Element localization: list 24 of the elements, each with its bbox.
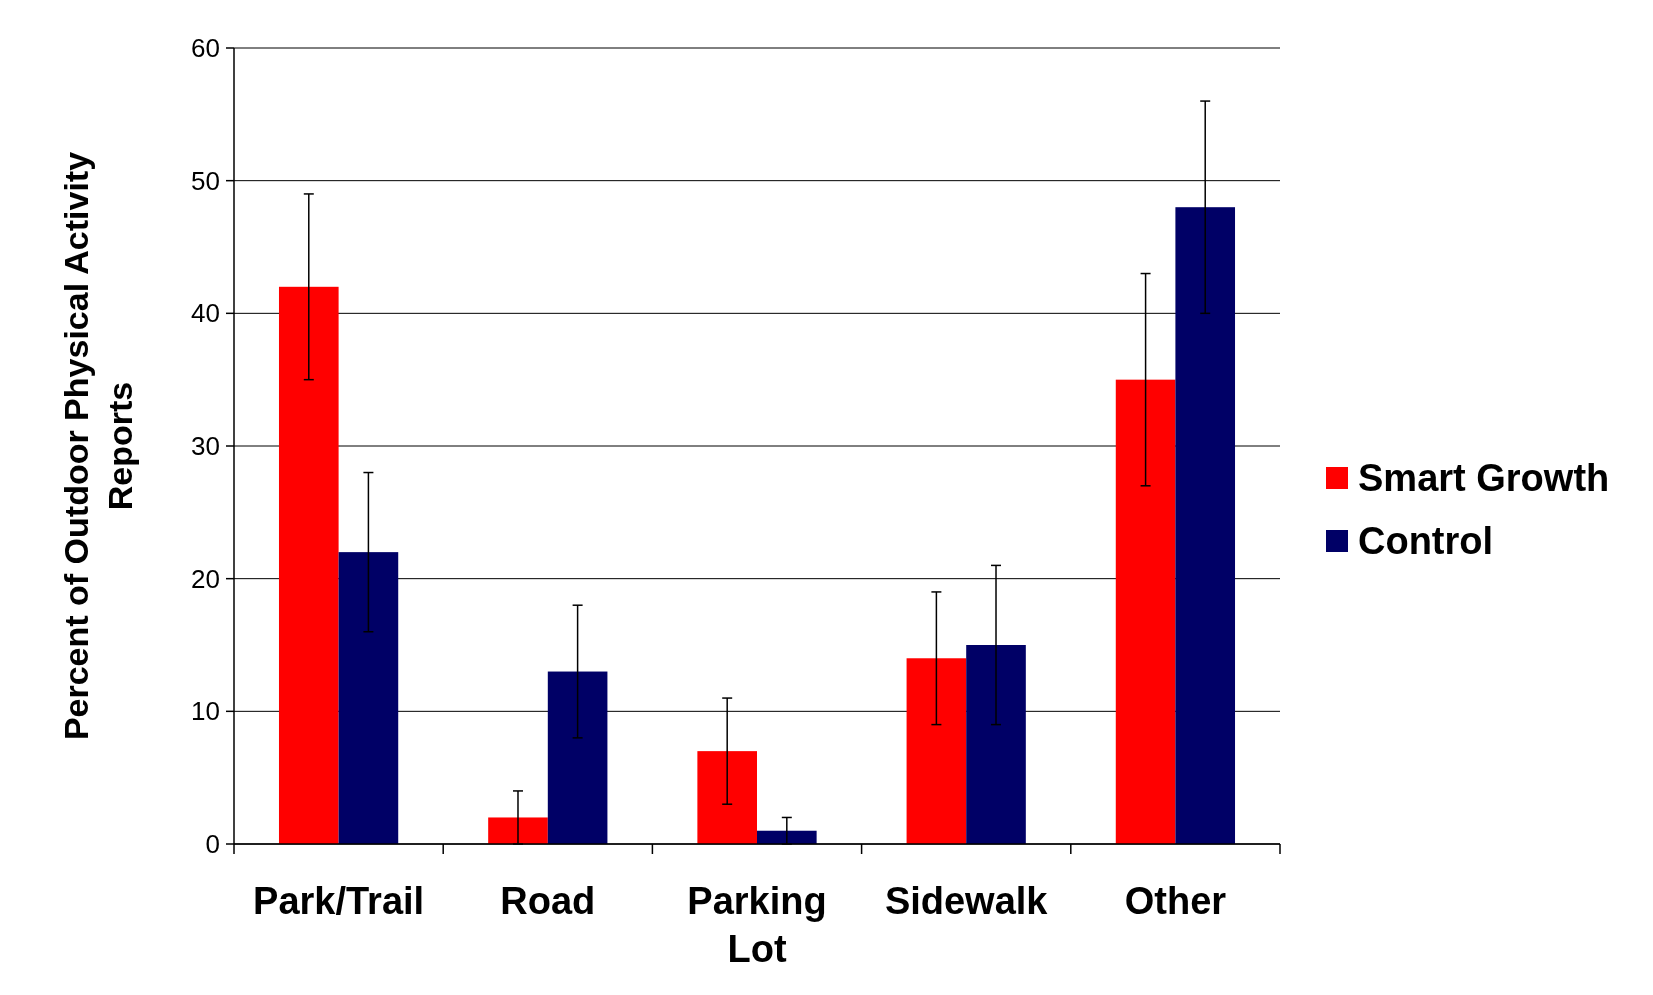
bar	[488, 817, 548, 844]
bar	[1175, 207, 1236, 844]
bar	[697, 751, 757, 844]
y-tick-label: 30	[191, 431, 220, 462]
x-tick-label: Road	[500, 880, 596, 922]
bar	[966, 645, 1026, 844]
y-tick-label: 10	[191, 696, 220, 727]
x-tick-label: Parking Lot	[687, 880, 827, 970]
y-tick-label: 50	[191, 165, 220, 196]
y-tick-label: 0	[205, 829, 220, 860]
x-tick-label: Other	[1124, 880, 1227, 922]
y-axis-title: Percent of Outdoor Physical Activity Reports	[57, 151, 139, 741]
bar	[1115, 379, 1176, 844]
x-tick-label: Sidewalk	[884, 880, 1049, 922]
legend-label: Control	[1358, 520, 1494, 563]
y-tick-label: 60	[191, 33, 220, 64]
bar	[338, 552, 399, 844]
bar	[278, 286, 339, 844]
x-tick-label: Park/Trail	[253, 880, 425, 922]
legend-label: Smart Growth	[1358, 457, 1610, 500]
bar	[906, 658, 967, 844]
y-tick-label: 20	[191, 563, 220, 594]
y-tick-label: 40	[191, 298, 220, 329]
bar	[547, 671, 608, 844]
